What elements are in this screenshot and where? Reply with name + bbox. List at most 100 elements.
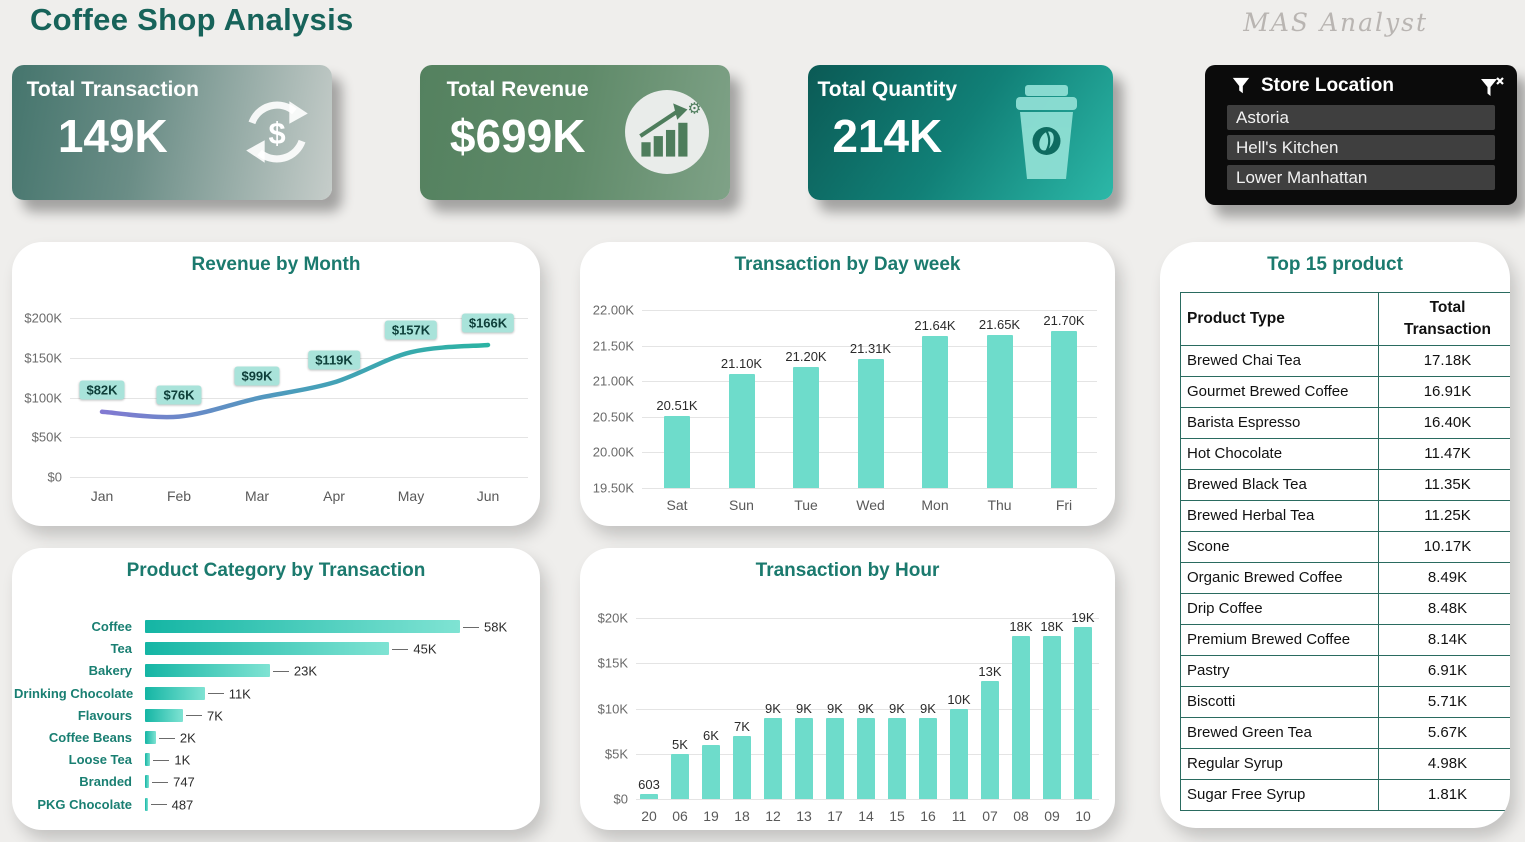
table-row[interactable]: Biscotti 5.71K: [1180, 686, 1510, 718]
gridline: [70, 477, 528, 478]
store-location-slicer: Store Location Astoria Hell's Kitchen Lowe…: [1205, 65, 1517, 205]
gridline: [636, 708, 1099, 710]
cell-product-type: Drip Coffee: [1180, 593, 1379, 625]
y-axis-tick-label: $20K: [597, 610, 628, 626]
table-row[interactable]: Regular Syrup 4.98K: [1180, 748, 1510, 780]
bar[interactable]: [1043, 636, 1061, 799]
bar[interactable]: [145, 642, 390, 656]
product-category-card: Product Category by Transaction Coffee 58…: [12, 548, 540, 830]
category-label: PKG Chocolate: [37, 796, 132, 812]
table-row[interactable]: Barista Espresso 16.40K: [1180, 407, 1510, 439]
slicer-option[interactable]: Astoria: [1227, 105, 1495, 130]
cell-product-type: Brewed Green Tea: [1180, 717, 1379, 749]
bar[interactable]: [145, 731, 156, 744]
bar[interactable]: [145, 797, 148, 811]
cell-product-type: Pastry: [1180, 655, 1379, 687]
table-row[interactable]: Sugar Free Syrup 1.81K: [1180, 779, 1510, 811]
bar[interactable]: [145, 686, 205, 700]
chart-title: Transaction by Day week: [734, 254, 961, 275]
slicer-option[interactable]: Lower Manhattan: [1227, 165, 1495, 190]
y-axis-tick-label: 20.50K: [592, 409, 634, 425]
bar[interactable]: [950, 708, 968, 799]
y-axis-tick-label: $15K: [597, 655, 628, 671]
bar[interactable]: [986, 334, 1013, 488]
table-row[interactable]: Brewed Green Tea 5.67K: [1180, 717, 1510, 749]
cell-total-transaction: 16.91K: [1378, 376, 1510, 408]
bar[interactable]: [671, 753, 689, 800]
category-label: Bakery: [88, 663, 132, 679]
cell-total-transaction: 11.35K: [1378, 469, 1510, 501]
cell-total-transaction: 4.98K: [1378, 748, 1510, 780]
bar[interactable]: [795, 717, 813, 799]
bar[interactable]: [145, 620, 460, 633]
table-row[interactable]: Organic Brewed Coffee 8.49K: [1180, 562, 1510, 594]
data-label-chip: $119K: [308, 350, 360, 370]
table-row[interactable]: Brewed Black Tea 11.35K: [1180, 469, 1510, 501]
bar[interactable]: [728, 374, 755, 488]
leader-line: [463, 626, 479, 628]
x-axis-label: Thu: [987, 497, 1012, 513]
bar-value-label: 21.10K: [720, 356, 763, 372]
bar-value-label: 21.31K: [849, 341, 892, 357]
y-axis-tick-label: $0: [47, 469, 62, 485]
bar[interactable]: [857, 359, 884, 488]
bar[interactable]: [1012, 636, 1030, 799]
gridline: [642, 345, 1097, 347]
cell-product-type: Regular Syrup: [1180, 748, 1379, 780]
bar[interactable]: [664, 416, 690, 488]
kpi-value: 214K: [832, 110, 943, 162]
table-row[interactable]: Hot Chocolate 11.47K: [1180, 438, 1510, 470]
table-row[interactable]: Brewed Chai Tea 17.18K: [1180, 345, 1510, 377]
table-row[interactable]: Gourmet Brewed Coffee 16.91K: [1180, 376, 1510, 408]
bar-value-label: 6K: [703, 727, 719, 743]
kpi-value: 149K: [57, 110, 168, 162]
bar[interactable]: [145, 775, 150, 789]
bar[interactable]: [888, 717, 906, 799]
bar[interactable]: [1074, 627, 1092, 799]
bar[interactable]: [640, 793, 658, 799]
y-axis-tick-label: $5K: [604, 746, 628, 762]
bar[interactable]: [919, 717, 937, 799]
data-label-chip: $76K: [156, 385, 202, 405]
cell-total-transaction: 6.91K: [1378, 655, 1510, 687]
bar-value-label: 487: [171, 797, 194, 813]
table-row[interactable]: Drip Coffee 8.48K: [1180, 593, 1510, 625]
bar[interactable]: [145, 708, 183, 722]
transaction-by-hour-chart: $0 $5K $10K $15K $20K 603 20 5K 06 6K 19 7K 18 9K 12 9K…: [580, 548, 1115, 830]
table-row[interactable]: Pastry 6.91K: [1180, 655, 1510, 687]
bar[interactable]: [922, 335, 948, 488]
x-axis-label: Jun: [476, 488, 500, 504]
gridline: [70, 397, 528, 399]
clear-filter-icon[interactable]: [1479, 75, 1505, 99]
bar[interactable]: [857, 717, 875, 799]
x-axis-label: 08: [1013, 808, 1029, 824]
revenue-line[interactable]: [99, 342, 491, 420]
transaction-by-day-chart: 19.50K 20.00K 20.50K 21.00K 21.50K 22.00K 20.5…: [580, 242, 1115, 526]
gridline: [642, 488, 1097, 489]
slicer-option[interactable]: Hell's Kitchen: [1227, 135, 1495, 160]
bar[interactable]: [981, 681, 999, 799]
bar[interactable]: [793, 367, 819, 488]
table-row[interactable]: Scone 10.17K: [1180, 531, 1510, 563]
bar[interactable]: [145, 753, 151, 767]
top-products-card: Top 15 product Product Type Total Transac…: [1160, 242, 1510, 828]
table-row[interactable]: Premium Brewed Coffee 8.14K: [1180, 624, 1510, 656]
bar[interactable]: [702, 744, 720, 799]
data-label-chip: $99K: [234, 366, 280, 386]
bar[interactable]: [733, 735, 751, 799]
revenue-by-month-chart: $0 $50K $100K $150K $200K $82K $76K $99K $119K $1…: [12, 242, 540, 526]
y-axis-tick-label: 19.50K: [592, 480, 634, 496]
svg-text:⚙: ⚙: [687, 101, 701, 118]
table-header-row: Product Type Total Transaction: [1180, 292, 1510, 346]
bar[interactable]: [1051, 331, 1077, 488]
bar-value-label: 9K: [765, 700, 781, 716]
bar[interactable]: [826, 717, 844, 799]
y-axis-tick-label: $50K: [31, 429, 62, 445]
bar-value-label: 5K: [672, 736, 688, 752]
table-row[interactable]: Brewed Herbal Tea 11.25K: [1180, 500, 1510, 532]
transaction-by-day-card: Transaction by Day week 19.50K 20.00K 20.5…: [580, 242, 1115, 526]
bar[interactable]: [145, 664, 270, 678]
category-label: Coffee: [91, 619, 132, 634]
bar[interactable]: [764, 717, 782, 799]
y-axis-tick-label: 21.50K: [592, 338, 634, 354]
